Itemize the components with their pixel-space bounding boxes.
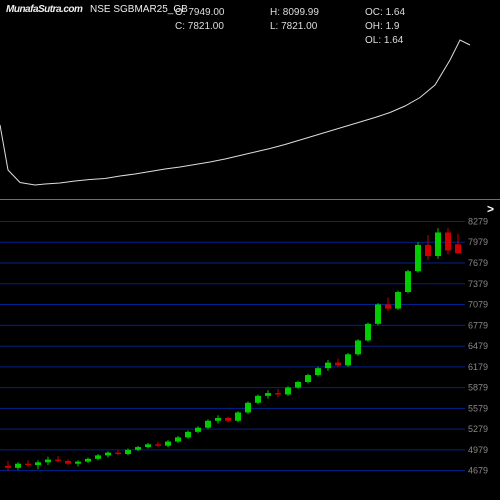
svg-text:5879: 5879 [468, 383, 488, 393]
svg-text:7679: 7679 [468, 258, 488, 268]
line-chart-svg [0, 0, 500, 200]
svg-text:5279: 5279 [468, 424, 488, 434]
line-chart-panel: MunafaSutra.com NSE SGBMAR25_GB O: 7949.… [0, 0, 500, 200]
svg-text:5579: 5579 [468, 403, 488, 413]
candlestick-svg: 4679 4979 5279 5579 5879 6179 6479 6779 7079 7379… [0, 200, 500, 496]
svg-text:6179: 6179 [468, 362, 488, 372]
scroll-right-icon[interactable]: > [487, 202, 494, 216]
svg-text:6479: 6479 [468, 341, 488, 351]
svg-text:4679: 4679 [468, 466, 488, 476]
svg-text:8279: 8279 [468, 216, 488, 226]
svg-text:7079: 7079 [468, 300, 488, 310]
svg-text:4979: 4979 [468, 445, 488, 455]
svg-text:6779: 6779 [468, 320, 488, 330]
candlestick-panel: > 4679 4979 5279 5579 5879 6179 6479 6779 7079 73… [0, 200, 500, 496]
svg-text:7979: 7979 [468, 237, 488, 247]
svg-text:7379: 7379 [468, 279, 488, 289]
